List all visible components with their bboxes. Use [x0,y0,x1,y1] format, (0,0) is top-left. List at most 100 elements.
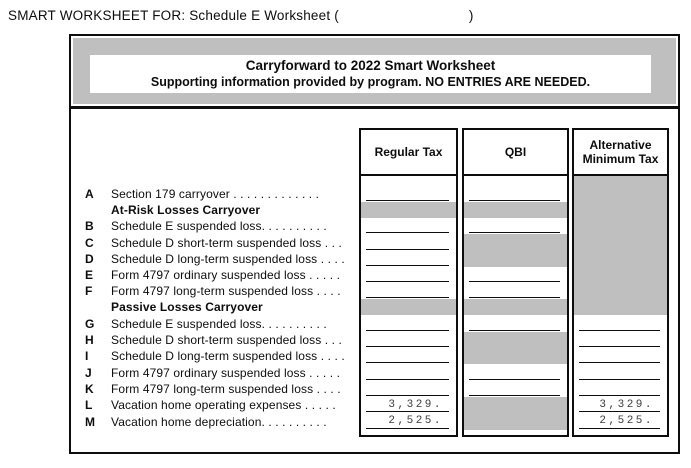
cell-regular_tax-K[interactable] [361,381,456,397]
cell-qbi-L [464,396,567,414]
row-label: Form 4797 ordinary suspended loss . . . … [111,365,341,380]
entry-underline [469,281,560,283]
cell-regular_tax-I[interactable] [361,348,456,364]
entry-underline [579,427,660,429]
row-letter: G [85,316,95,331]
cell-amt-E [574,266,667,284]
cell-amt-K[interactable] [574,381,667,397]
cell-regular_tax-heading [361,299,456,316]
cell-amt-L[interactable]: 3,329. [574,397,667,413]
cell-regular_tax-F[interactable] [361,283,456,299]
section-heading-row: Passive Losses Carryover [79,299,359,315]
entry-underline [579,378,660,380]
column-header-amt: Alternative Minimum Tax [574,130,667,176]
cell-qbi-G[interactable] [464,315,567,331]
cell-amt-A [574,176,667,202]
entry-underline [469,200,560,201]
cell-qbi-F[interactable] [464,283,567,299]
cell-qbi-B[interactable] [464,218,567,234]
cell-qbi-D [464,250,567,267]
row-M: M Vacation home depreciation. . . . . . … [79,413,359,429]
cell-regular_tax-J[interactable] [361,364,456,380]
entry-underline [579,329,660,331]
entry-underline [366,394,449,396]
cell-qbi-M [464,413,567,430]
row-I: I Schedule D long-term suspended loss . … [79,348,359,364]
cell-amt-J[interactable] [574,364,667,380]
cell-regular_tax-H[interactable] [361,332,456,348]
cell-amt-heading [574,299,667,316]
cell-regular_tax-L[interactable]: 3,329. [361,397,456,413]
row-label: Schedule D short-term suspended loss . .… [111,333,342,348]
row-label: At-Risk Losses Carryover [111,203,261,217]
cell-value: 3,329. [599,398,654,411]
row-A: A Section 179 carryover . . . . . . . . … [79,176,359,202]
entry-underline [366,232,449,234]
entry-underline [469,329,560,331]
cell-amt-B [574,218,667,235]
cell-qbi-A[interactable] [464,176,567,202]
row-labels: A Section 179 carryover . . . . . . . . … [79,176,359,430]
cell-regular_tax-G[interactable] [361,315,456,331]
entry-underline [366,200,449,201]
row-letter: H [85,333,94,348]
cell-regular_tax-heading [361,202,456,218]
entry-underline [579,346,660,348]
cell-regular_tax-E[interactable] [361,267,456,283]
cell-regular_tax-D[interactable] [361,251,456,267]
column-cells-amt: 3,329. 2,525. [574,176,667,435]
cell-regular_tax-A[interactable] [361,176,456,202]
column-cells-qbi [464,176,567,435]
row-label: Schedule E suspended loss. . . . . . . .… [111,316,327,331]
row-label: Schedule D long-term suspended loss . . … [111,349,345,364]
cell-amt-M[interactable]: 2,525. [574,413,667,429]
row-label: Form 4797 ordinary suspended loss . . . … [111,268,341,283]
column-regular-tax: Regular Tax 3,3 [359,128,458,437]
entry-underline [366,346,449,348]
entry-underline [366,297,449,299]
cell-regular_tax-B[interactable] [361,218,456,234]
cell-amt-G[interactable] [574,315,667,331]
row-letter: D [85,251,94,266]
cell-qbi-K[interactable] [464,381,567,397]
row-G: G Schedule E suspended loss. . . . . . .… [79,315,359,331]
cell-amt-H[interactable] [574,332,667,348]
cell-qbi-E[interactable] [464,267,567,283]
row-label: Form 4797 long-term suspended loss . . .… [111,381,341,396]
row-label: Passive Losses Carryover [111,300,263,315]
entry-underline [366,411,449,413]
row-E: E Form 4797 ordinary suspended loss . . … [79,267,359,283]
entry-underline [366,248,449,250]
row-letter: J [85,365,92,380]
cell-regular_tax-M[interactable]: 2,525. [361,413,456,429]
entry-underline [469,232,560,234]
entry-underline [579,362,660,364]
cell-qbi-heading [464,202,567,218]
smart-worksheet-for-line: SMART WORKSHEET FOR: Schedule E Workshee… [8,8,474,23]
entry-underline [469,394,560,396]
row-label: Form 4797 long-term suspended loss . . .… [111,284,341,299]
cell-qbi-I [464,348,567,365]
cell-regular_tax-C[interactable] [361,234,456,250]
column-header-regular-tax: Regular Tax [361,130,456,176]
cell-amt-I[interactable] [574,348,667,364]
cell-amt-D [574,250,667,267]
column-cells-regular-tax: 3,329. 2,525. [361,176,456,435]
title-band: Carryforward to 2022 Smart Worksheet Sup… [73,38,676,104]
topline-label: SMART WORKSHEET FOR: Schedule E Workshee… [8,8,331,23]
paren-open: ( [334,8,339,23]
cell-qbi-C [464,234,567,251]
worksheet-subtitle: Supporting information provided by progr… [150,74,591,89]
cell-qbi-J[interactable] [464,364,567,380]
row-J: J Form 4797 ordinary suspended loss . . … [79,364,359,380]
row-label: Schedule D short-term suspended loss . .… [111,235,342,250]
row-label: Section 179 carryover . . . . . . . . . … [111,187,320,201]
row-H: H Schedule D short-term suspended loss .… [79,332,359,348]
worksheet-box: Carryforward to 2022 Smart Worksheet Sup… [69,34,680,454]
entry-underline [579,394,660,396]
row-label: Vacation home operating expenses . . . .… [111,398,336,413]
entry-underline [469,297,560,299]
entry-underline [366,427,449,429]
row-label: Vacation home depreciation. . . . . . . … [111,414,327,429]
section-heading-row: At-Risk Losses Carryover [79,202,359,218]
